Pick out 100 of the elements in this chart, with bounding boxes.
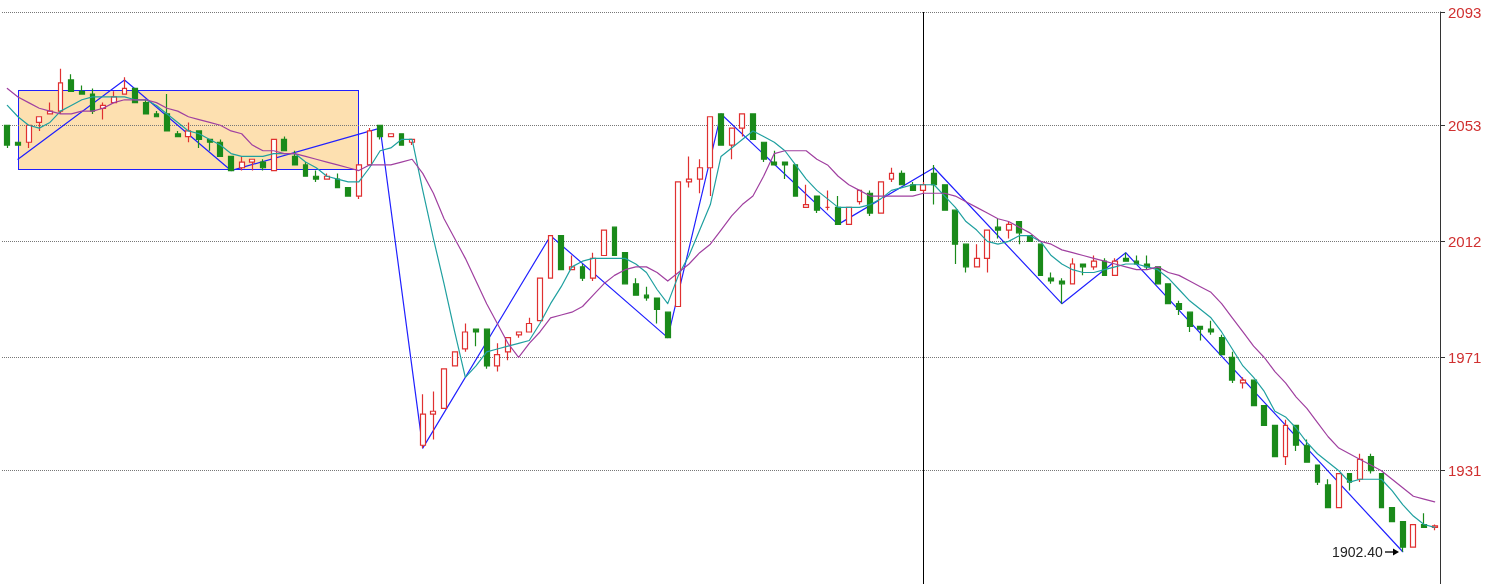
candlestick xyxy=(483,328,491,370)
candlestick xyxy=(387,133,395,138)
candlestick xyxy=(238,155,246,172)
candlestick xyxy=(1079,263,1087,276)
candlestick xyxy=(302,161,309,177)
candlestick xyxy=(728,127,736,160)
candlestick xyxy=(525,317,533,333)
candlestick xyxy=(770,150,778,166)
candlestick xyxy=(57,68,64,115)
annotation: 1902.40 xyxy=(1332,543,1383,560)
candlestick xyxy=(994,218,1002,240)
candlestick xyxy=(643,286,650,302)
candlestick xyxy=(1186,311,1194,333)
candlestick xyxy=(1037,243,1044,276)
candlestick xyxy=(536,277,544,322)
candlestick xyxy=(1378,472,1385,509)
candlestick xyxy=(419,393,427,449)
candlestick xyxy=(696,158,704,194)
candlestick xyxy=(163,93,171,132)
candlestick xyxy=(792,164,799,197)
y-tick-label: 2093 xyxy=(1448,3,1482,21)
candlestick xyxy=(312,169,320,183)
candlestick xyxy=(184,121,192,143)
candlestick xyxy=(1292,424,1300,452)
candlestick xyxy=(493,342,501,373)
candlestick xyxy=(515,331,523,339)
candlestick xyxy=(67,73,75,92)
candlestick xyxy=(632,277,640,296)
candlestick xyxy=(685,155,693,189)
candlestick xyxy=(824,189,831,211)
candlestick xyxy=(1282,419,1289,466)
candlestick xyxy=(749,113,757,141)
candlestick xyxy=(557,235,565,271)
candlestick xyxy=(813,195,821,214)
candlestick xyxy=(1122,252,1130,262)
candlestick xyxy=(664,311,672,339)
candlestick xyxy=(1196,325,1204,342)
candlestick xyxy=(834,195,842,225)
candlestick xyxy=(962,243,970,274)
candlestick xyxy=(1388,506,1396,523)
candlestick xyxy=(461,322,469,353)
candlestick xyxy=(366,127,373,166)
candlestick xyxy=(1409,523,1417,548)
candlestick xyxy=(600,229,608,257)
candlestick xyxy=(1069,257,1076,285)
candlestick xyxy=(25,124,33,149)
candlestick xyxy=(1005,220,1013,240)
candlestick xyxy=(1324,478,1332,509)
candlestick xyxy=(802,184,810,208)
candlestick xyxy=(334,172,341,189)
candlestick xyxy=(579,263,586,282)
candlestick xyxy=(429,390,437,441)
candlestick xyxy=(1228,351,1236,384)
candlestick xyxy=(898,169,906,186)
candlestick xyxy=(611,226,618,257)
candlestick xyxy=(14,141,22,146)
candlestick xyxy=(951,209,959,265)
candlestick xyxy=(3,124,11,149)
candlestick xyxy=(259,158,267,172)
candlestick xyxy=(153,110,160,118)
candlestick xyxy=(1250,379,1258,407)
candlestick xyxy=(291,150,299,166)
candlestick xyxy=(440,368,448,410)
candlestick xyxy=(248,158,256,172)
candlestick xyxy=(35,116,43,132)
candlestick xyxy=(1260,405,1268,427)
candlestick xyxy=(888,167,895,183)
candlestick xyxy=(227,155,235,172)
y-tick-label: 2053 xyxy=(1448,116,1482,134)
candlestick xyxy=(973,243,981,268)
y-tick-label: 2012 xyxy=(1448,232,1482,250)
candlestick xyxy=(1399,521,1407,553)
candlestick xyxy=(1303,438,1311,463)
candlestick xyxy=(121,76,128,95)
candlestick xyxy=(1218,334,1226,356)
candlestick xyxy=(1047,271,1055,285)
candlestick xyxy=(930,164,938,206)
candlestick xyxy=(1314,464,1321,486)
candlestick xyxy=(845,206,853,225)
candlestick xyxy=(142,99,150,115)
candlestick xyxy=(1164,283,1172,305)
candlestick xyxy=(280,135,288,152)
candlestick xyxy=(344,186,352,197)
candlestick xyxy=(1356,453,1364,483)
candlestick xyxy=(451,351,459,367)
y-tick-label: 1931 xyxy=(1448,462,1482,480)
candlestick xyxy=(1271,424,1279,458)
candlestick xyxy=(589,252,597,282)
candlestick xyxy=(781,161,789,180)
candlestick xyxy=(760,141,768,163)
candlestick xyxy=(717,113,725,146)
candlestick xyxy=(1015,220,1023,245)
candlestick xyxy=(376,124,384,141)
candlestick xyxy=(653,297,661,325)
candlestick xyxy=(174,130,182,138)
candlestick xyxy=(1207,320,1215,336)
y-tick-label: 1971 xyxy=(1448,348,1482,366)
candlestick xyxy=(472,328,480,347)
candlestick xyxy=(1058,277,1066,305)
candlestick xyxy=(1239,376,1247,390)
